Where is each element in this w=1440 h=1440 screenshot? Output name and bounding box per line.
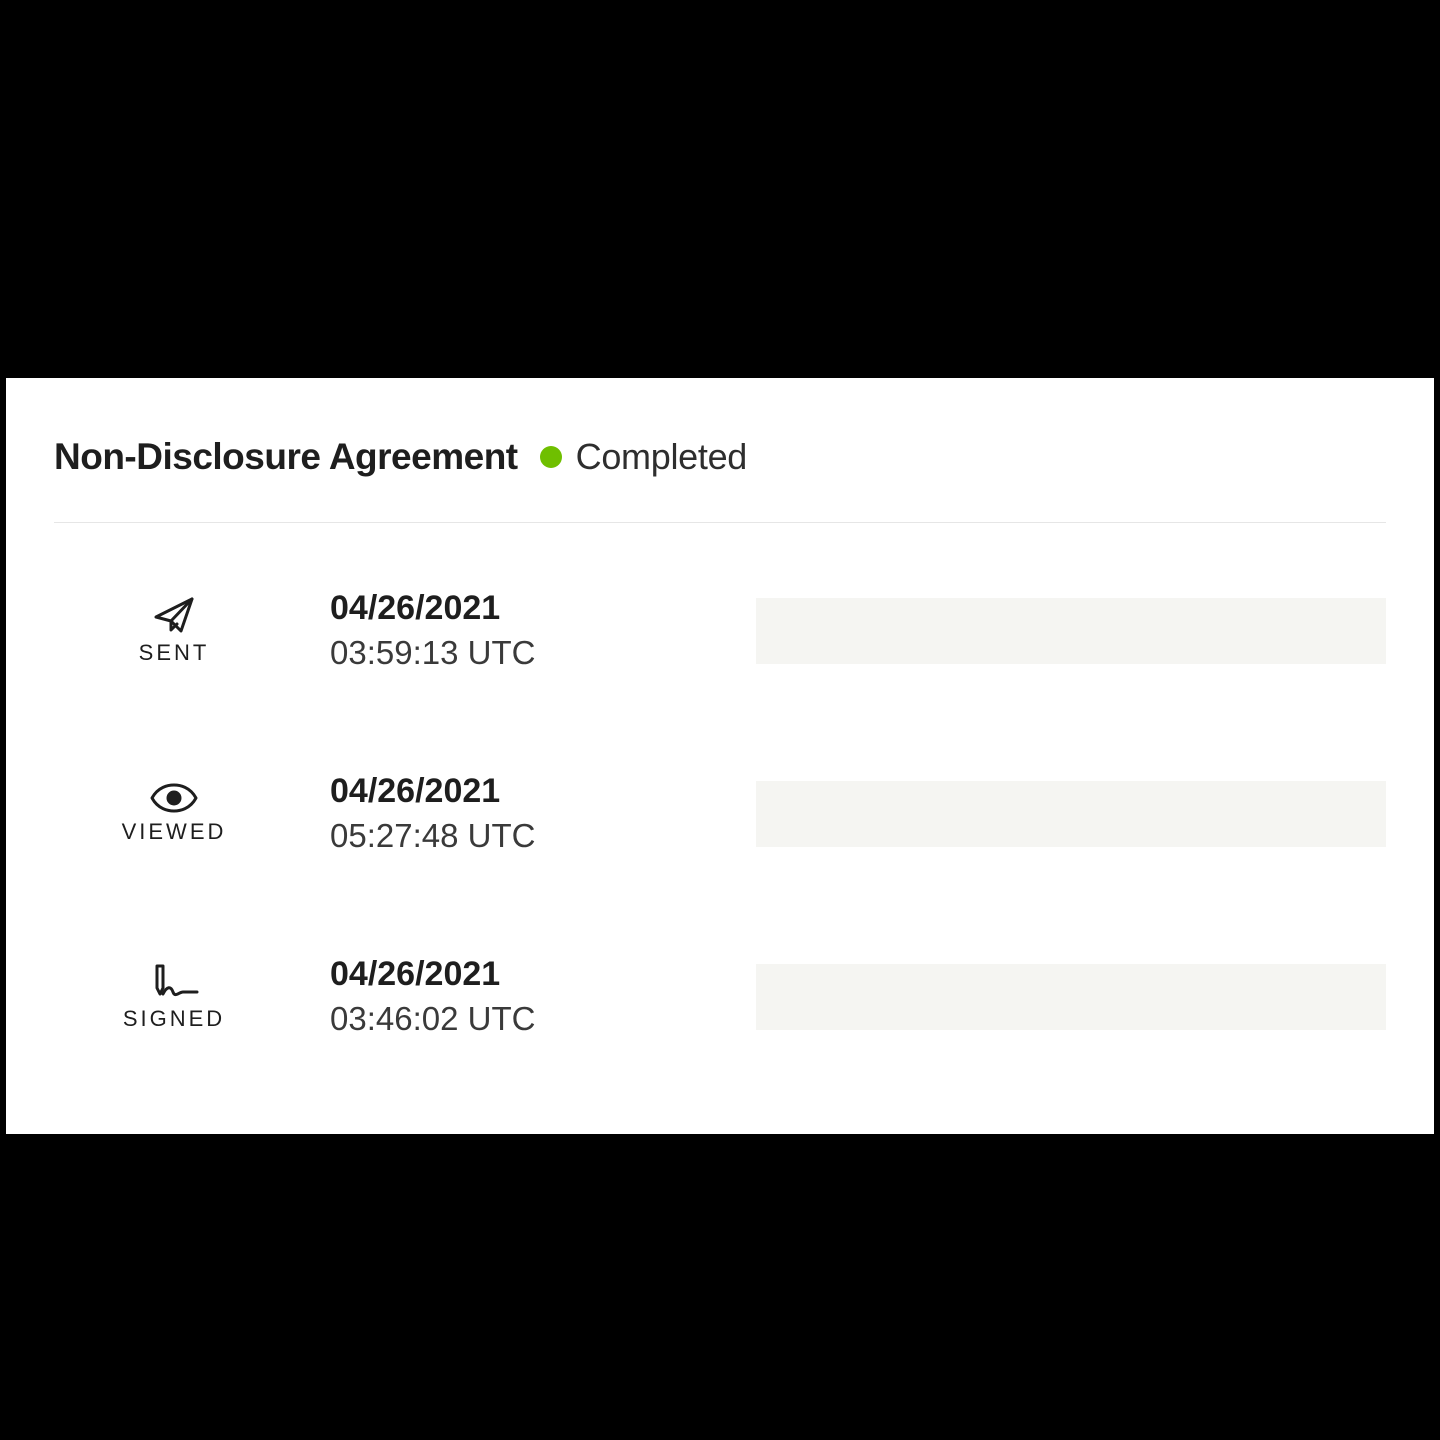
event-sent-header: SENT	[54, 596, 294, 666]
event-signed-timestamp: 04/26/2021 03:46:02 UTC	[330, 955, 720, 1038]
event-sent-time: 03:59:13 UTC	[330, 634, 720, 672]
status-dot-icon	[540, 446, 562, 468]
event-signed-redacted-placeholder	[756, 964, 1386, 1030]
event-row-sent: SENT 04/26/2021 03:59:13 UTC	[54, 589, 1386, 672]
sign-icon	[147, 962, 201, 1000]
event-viewed-timestamp: 04/26/2021 05:27:48 UTC	[330, 772, 720, 855]
event-sent-redacted-placeholder	[756, 598, 1386, 664]
event-sent-label: SENT	[139, 640, 210, 666]
status-badge: Completed	[540, 436, 747, 478]
event-viewed-redacted-placeholder	[756, 781, 1386, 847]
event-signed-header: SIGNED	[54, 962, 294, 1032]
event-viewed-time: 05:27:48 UTC	[330, 817, 720, 855]
event-signed-time: 03:46:02 UTC	[330, 1000, 720, 1038]
event-signed-label: SIGNED	[123, 1006, 225, 1032]
event-sent-date: 04/26/2021	[330, 589, 720, 628]
event-viewed-header: VIEWED	[54, 783, 294, 845]
document-header: Non-Disclosure Agreement Completed	[54, 436, 1386, 523]
document-title: Non-Disclosure Agreement	[54, 436, 518, 478]
event-sent-timestamp: 04/26/2021 03:59:13 UTC	[330, 589, 720, 672]
event-signed-date: 04/26/2021	[330, 955, 720, 994]
events-list: SENT 04/26/2021 03:59:13 UTC VIEWED 0	[54, 523, 1386, 1038]
event-row-signed: SIGNED 04/26/2021 03:46:02 UTC	[54, 955, 1386, 1038]
document-panel: Non-Disclosure Agreement Completed SENT …	[6, 378, 1434, 1134]
eye-icon	[150, 783, 198, 813]
event-viewed-date: 04/26/2021	[330, 772, 720, 811]
event-row-viewed: VIEWED 04/26/2021 05:27:48 UTC	[54, 772, 1386, 855]
event-viewed-label: VIEWED	[122, 819, 227, 845]
status-label: Completed	[576, 436, 747, 478]
send-icon	[153, 596, 195, 634]
